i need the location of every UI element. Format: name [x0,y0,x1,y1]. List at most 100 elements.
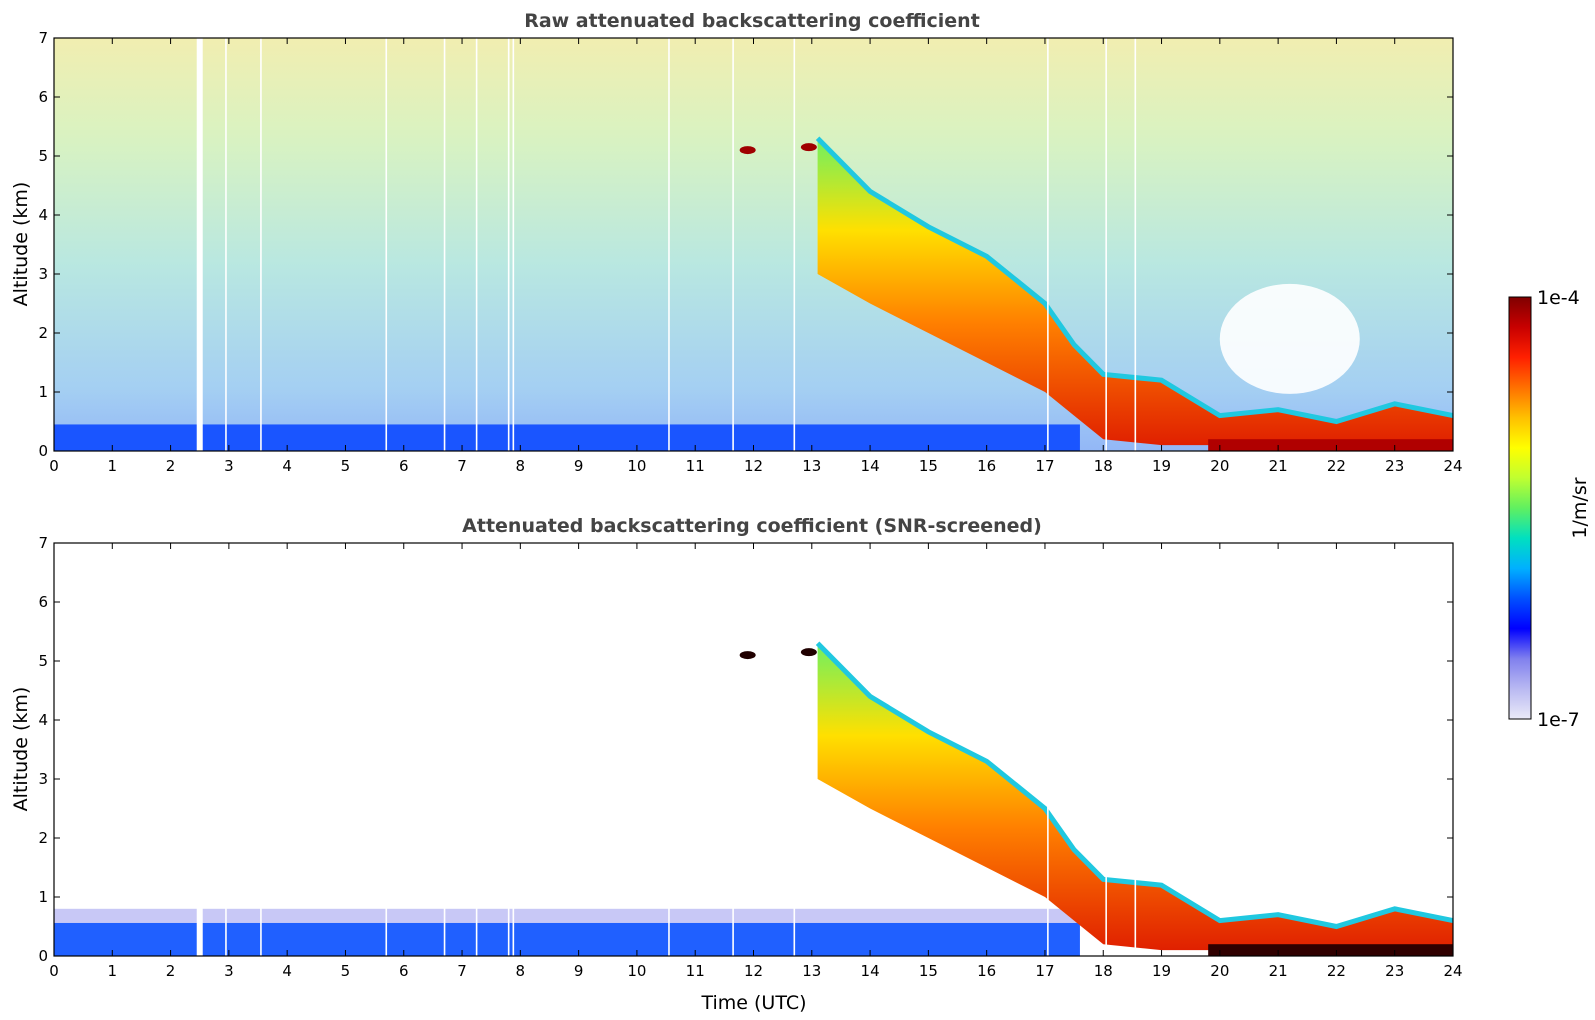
y-tick-label: 3 [38,265,48,283]
y-tick-label: 6 [38,593,48,611]
x-tick-label: 19 [1152,457,1171,475]
data-gap-line [1134,38,1137,451]
y-tick-label: 6 [38,88,48,106]
y-tick-label: 7 [38,29,48,47]
y-tick-label: 4 [38,206,48,224]
x-tick-label: 13 [802,962,821,980]
x-tick-label: 8 [516,457,526,475]
cloud-top-edge [815,641,1454,930]
y-tick-label: 3 [38,770,48,788]
screened-axes-frame [53,542,1454,957]
raw-title: Raw attenuated backscattering coefficien… [524,10,980,32]
x-tick-label: 23 [1385,457,1404,475]
x-tick-label: 11 [686,457,705,475]
x-tick-label: 14 [861,962,880,980]
x-tick-label: 17 [1035,962,1054,980]
screened-title: Attenuated backscattering coefficient (S… [462,515,1042,537]
x-tick-label: 23 [1385,962,1404,980]
x-tick-label: 18 [1094,962,1113,980]
x-tick-label: 8 [516,962,526,980]
x-tick-label: 2 [166,962,176,980]
data-gap-line [196,38,203,451]
colorbar-unit-label: 1/m/sr [1569,477,1591,538]
raw-plot-area [54,38,1454,451]
y-tick-label: 2 [38,324,48,342]
panel-raw: Raw attenuated backscattering coefficien… [10,10,1463,475]
x-tick-label: 7 [457,962,467,980]
x-tick-label: 12 [744,962,763,980]
y-tick-label: 1 [38,888,48,906]
clear-sky-region [1219,283,1360,394]
colorbar: 1e-4 1e-7 1/m/sr [1508,287,1591,731]
isolated-cloud [800,648,817,657]
screened-xlabel: Time (UTC) [700,992,806,1014]
data-gap-line [507,543,510,956]
x-tick-label: 3 [224,962,234,980]
data-gap-line [385,543,388,956]
x-tick-label: 9 [574,457,584,475]
y-tick-label: 0 [38,947,48,965]
y-tick-label: 2 [38,829,48,847]
y-tick-label: 4 [38,711,48,729]
data-gap-line [385,38,388,451]
raw-axes: 0 1 2 3 4 5 6 7 8 9 10 11 12 13 14 15 16 17 18 19 20 21 22 23 24… [38,29,1462,475]
data-gap-line [668,543,670,956]
colorbar-max-label: 1e-4 [1537,287,1580,309]
x-tick-label: 12 [744,457,763,475]
x-tick-label: 24 [1443,457,1462,475]
x-tick-label: 16 [977,962,996,980]
y-tick-label: 0 [38,442,48,460]
x-tick-label: 24 [1443,962,1462,980]
screened-ylabel: Altitude (km) [10,687,32,812]
data-gap-line [512,38,515,451]
raw-noise-field [54,38,1453,451]
data-gap-line [475,543,478,956]
data-gap-line [260,38,262,451]
x-tick-label: 20 [1210,457,1229,475]
x-tick-label: 4 [282,457,292,475]
raw-ylabel: Altitude (km) [10,182,32,307]
boundary-layer [54,922,1080,956]
colorbar-min-label: 1e-7 [1537,709,1580,731]
y-tick-label: 5 [38,652,48,670]
x-tick-label: 0 [49,962,59,980]
x-tick-label: 4 [282,962,292,980]
isolated-cloud [739,146,756,155]
x-tick-label: 20 [1210,962,1229,980]
x-tick-label: 19 [1152,962,1171,980]
x-tick-label: 14 [861,457,880,475]
data-gap-line [793,38,796,451]
data-gap-line [793,543,796,956]
boundary-layer [54,424,1080,451]
x-tick-label: 6 [399,962,409,980]
low-cloud-base [1208,439,1453,451]
data-gap-line [507,38,510,451]
data-gap-line [732,543,734,956]
x-tick-label: 18 [1094,457,1113,475]
data-gap-line [196,543,203,956]
data-gap-line [443,543,446,956]
x-tick-label: 21 [1269,962,1288,980]
x-tick-label: 5 [341,962,351,980]
x-tick-label: 10 [627,457,646,475]
x-tick-label: 15 [919,457,938,475]
data-gap-line [732,38,734,451]
data-gap-line [1047,38,1049,451]
x-tick-label: 22 [1327,457,1346,475]
x-tick-label: 22 [1327,962,1346,980]
cloud-top-edge [815,136,1454,425]
x-tick-label: 3 [224,457,234,475]
x-tick-label: 11 [686,962,705,980]
data-gap-line [1105,38,1107,451]
x-tick-label: 15 [919,962,938,980]
x-tick-label: 16 [977,457,996,475]
screened-plot-area [54,543,1454,956]
data-gap-line [512,543,515,956]
x-tick-label: 1 [108,457,118,475]
x-tick-label: 1 [108,962,118,980]
y-tick-label: 1 [38,383,48,401]
isolated-cloud [800,143,817,152]
x-tick-label: 13 [802,457,821,475]
data-gap-line [1134,543,1137,956]
y-tick-label: 7 [38,534,48,552]
